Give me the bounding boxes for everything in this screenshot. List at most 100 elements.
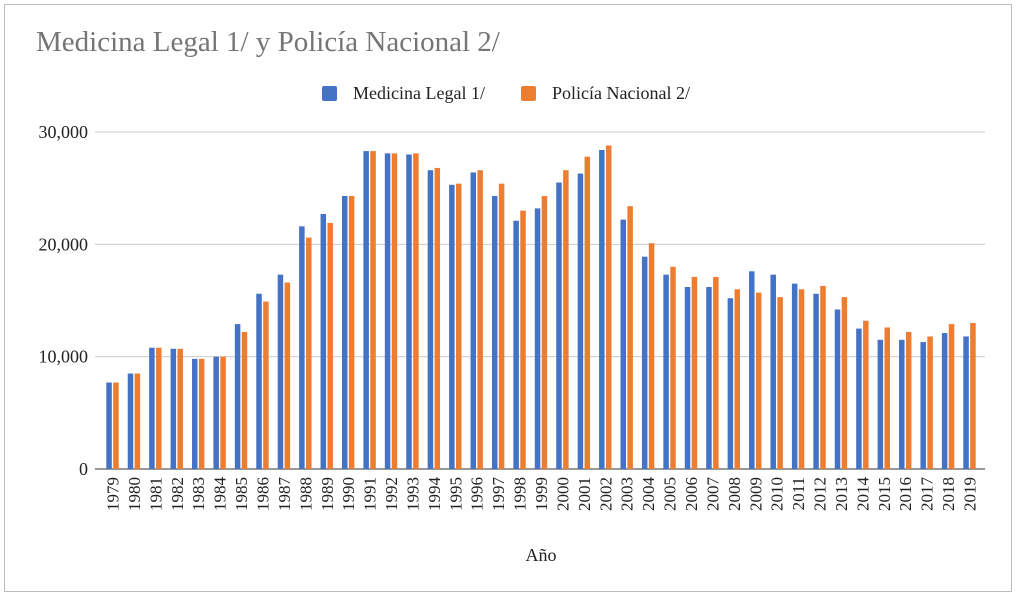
chart-title: Medicina Legal 1/ y Policía Nacional 2/: [36, 26, 500, 58]
x-tick-label: 1992: [382, 477, 401, 511]
x-tick-label: 2005: [661, 477, 680, 511]
bar: [134, 373, 141, 469]
bar: [584, 156, 591, 470]
x-tick-label: 2013: [832, 477, 851, 511]
bar: [320, 214, 327, 469]
bar: [877, 339, 884, 469]
bar: [177, 348, 183, 469]
x-tick-label: 1986: [253, 477, 272, 511]
bar: [498, 183, 505, 469]
legend-swatch-policia-nacional: [521, 85, 536, 101]
bar: [384, 153, 391, 470]
x-tick-label: 1994: [425, 477, 444, 512]
bar: [541, 196, 548, 469]
bar: [948, 324, 955, 469]
x-tick-label: 2002: [596, 477, 615, 511]
bar: [170, 348, 177, 469]
x-tick-label: 1995: [446, 477, 465, 511]
bar: [391, 153, 398, 470]
x-tick-label: 2004: [639, 477, 658, 512]
bar: [363, 151, 369, 469]
bar: [663, 274, 669, 469]
x-tick-label: 1985: [232, 477, 251, 511]
bar: [327, 222, 333, 469]
bar: [941, 333, 948, 469]
bar: [284, 282, 291, 469]
x-tick-label: 1997: [489, 477, 508, 512]
legend-item-medicina-legal[interactable]: Medicina Legal 1/: [322, 80, 485, 106]
bar: [234, 324, 241, 469]
x-tick-label: 1991: [361, 477, 380, 511]
x-tick-label: 1996: [468, 477, 487, 511]
legend-label-medicina-legal: Medicina Legal 1/: [353, 82, 485, 103]
x-tick-label: 2014: [853, 477, 872, 512]
bar: [348, 196, 355, 469]
x-tick-label: 1993: [403, 477, 422, 511]
bar: [198, 358, 205, 469]
bar: [192, 358, 198, 469]
x-tick-label: 2007: [703, 477, 722, 512]
bar: [520, 210, 526, 469]
bar: [691, 276, 698, 469]
bar: [513, 220, 519, 469]
x-tick-label: 2019: [961, 477, 980, 511]
bar: [256, 293, 262, 469]
bar: [905, 331, 912, 469]
x-tick-label: 2010: [768, 477, 787, 511]
x-tick-label: 2000: [553, 477, 572, 511]
bar: [884, 327, 890, 469]
x-tick-label: 1982: [168, 477, 187, 511]
bar: [556, 182, 562, 470]
x-tick-label: 1998: [511, 477, 530, 511]
x-tick-label: 1999: [532, 477, 551, 511]
x-tick-label: 1988: [296, 477, 315, 511]
bar: [127, 373, 134, 469]
x-axis-title: Año: [526, 545, 557, 565]
bar: [627, 206, 633, 469]
x-tick-label: 1987: [275, 477, 294, 512]
bar: [341, 196, 348, 469]
x-tick-label: 2006: [682, 477, 701, 511]
y-tick-label: 30,000: [39, 122, 89, 142]
y-tick-label: 20,000: [39, 234, 89, 254]
bar: [427, 170, 434, 469]
y-tick-label: 10,000: [39, 347, 89, 367]
bar: [534, 208, 541, 470]
bar: [920, 342, 926, 469]
x-tick-label: 2011: [789, 477, 808, 510]
bar: [477, 170, 483, 469]
bar: [434, 167, 441, 470]
bar: [620, 219, 626, 469]
x-tick-label: 2012: [811, 477, 830, 511]
x-tick-label: 1989: [318, 477, 337, 511]
bar: [713, 276, 719, 469]
bar: [813, 293, 819, 469]
bar: [156, 347, 162, 469]
bar: [406, 154, 412, 469]
bar: [413, 153, 419, 470]
bar: [963, 336, 969, 469]
bar: [863, 320, 869, 469]
legend-item-policia-nacional[interactable]: Policía Nacional 2/: [521, 80, 690, 106]
bar: [749, 271, 755, 469]
bar: [106, 382, 112, 469]
x-tick-label: 1990: [339, 477, 358, 511]
x-tick-label: 2016: [896, 477, 915, 511]
bar: [777, 297, 783, 469]
x-tick-label: 2018: [939, 477, 958, 511]
x-tick-label: 2015: [875, 477, 894, 511]
x-tick-label: 2003: [618, 477, 637, 511]
bar: [456, 183, 462, 469]
x-tick-label: 2009: [746, 477, 765, 511]
bar: [727, 298, 734, 469]
bar: [599, 149, 605, 469]
x-tick-label: 1984: [211, 477, 230, 512]
bar: [563, 170, 569, 469]
bar: [306, 237, 312, 469]
bar: [263, 301, 269, 469]
x-tick-label: 2017: [918, 477, 937, 512]
legend-swatch-medicina-legal: [322, 85, 337, 101]
bar: [899, 339, 905, 469]
bar: [605, 145, 612, 470]
